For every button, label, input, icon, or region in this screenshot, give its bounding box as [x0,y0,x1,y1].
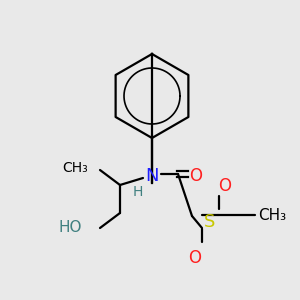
Text: H: H [133,185,143,199]
Text: HO: HO [58,220,82,236]
Text: CH₃: CH₃ [258,208,286,223]
Text: O: O [188,249,202,267]
Text: O: O [218,177,232,195]
Text: S: S [204,213,216,231]
Text: CH₃: CH₃ [62,161,88,175]
Text: O: O [190,167,202,185]
Text: N: N [145,167,159,185]
